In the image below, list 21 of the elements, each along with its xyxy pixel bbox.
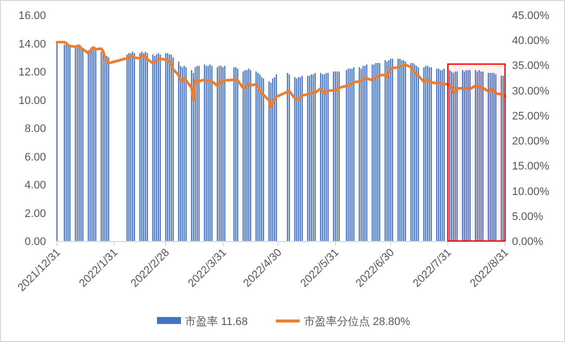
y2-tick-label: 20.00% — [512, 136, 550, 148]
y2-tick-label: 25.00% — [512, 110, 550, 122]
y2-tick-label: 40.00% — [512, 35, 550, 48]
y-tick-label: 2.00 — [24, 208, 46, 220]
legend-label: 市盈率 11.68 — [185, 315, 248, 328]
y-tick-label: 14.00 — [18, 38, 46, 50]
legend-label: 市盈率分位点 28.80% — [304, 315, 410, 328]
y-tick-label: 16.00 — [18, 10, 46, 22]
y2-tick-label: 30.00% — [512, 85, 550, 98]
y2-tick-label: 0.00% — [512, 236, 544, 248]
y2-tick-label: 35.00% — [512, 60, 550, 72]
y-tick-label: 10.00 — [18, 94, 46, 107]
y2-tick-label: 45.00% — [512, 10, 550, 22]
y-tick-label: 4.00 — [24, 180, 46, 192]
y-tick-label: 6.00 — [24, 151, 46, 164]
y-tick-label: 12.00 — [18, 66, 46, 78]
y-tick-label: 0.00 — [24, 236, 46, 248]
y-tick-label: 8.00 — [24, 123, 46, 135]
y2-tick-label: 5.00% — [512, 210, 544, 223]
y2-tick-label: 15.00% — [512, 160, 550, 173]
y2-tick-label: 10.00% — [512, 186, 550, 198]
